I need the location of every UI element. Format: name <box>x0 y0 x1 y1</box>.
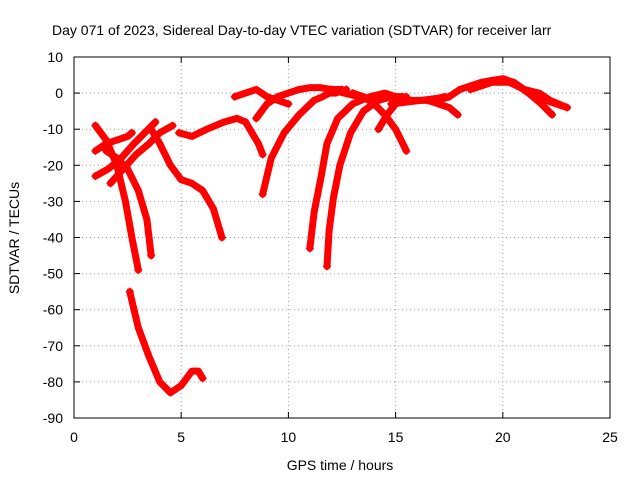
data-point <box>348 89 357 98</box>
data-point <box>563 103 572 112</box>
data-point <box>423 96 432 105</box>
series-line <box>424 96 462 119</box>
data-point <box>445 92 454 101</box>
y-tick-label: -50 <box>43 266 63 282</box>
x-tick-label: 15 <box>388 429 404 445</box>
y-tick-label: -80 <box>43 374 63 390</box>
y-tick-label: 10 <box>47 49 63 65</box>
series-line <box>349 89 410 155</box>
data-point <box>258 190 267 199</box>
series-line <box>126 288 207 397</box>
data-point <box>230 92 239 101</box>
series-arc6 <box>147 125 226 242</box>
data-point <box>258 150 267 159</box>
data-point <box>91 121 100 130</box>
x-tick-label: 5 <box>177 429 185 445</box>
data-point <box>284 99 293 108</box>
y-tick-label: -20 <box>43 157 63 173</box>
data-point <box>241 117 250 126</box>
data-series <box>91 75 572 397</box>
y-tick-label: -70 <box>43 338 63 354</box>
series-arc7 <box>175 114 250 140</box>
series-line <box>505 78 571 112</box>
series-arc2 <box>91 128 136 155</box>
data-point <box>102 146 111 155</box>
series-arc4 <box>102 146 156 260</box>
data-point <box>387 99 396 108</box>
y-axis-label: SDTVAR / TECUs <box>6 182 22 294</box>
data-point <box>147 125 156 134</box>
data-point <box>198 374 207 383</box>
data-point <box>175 128 184 137</box>
series-line <box>91 118 159 180</box>
series-arc18 <box>387 92 449 108</box>
data-point <box>91 172 100 181</box>
series-arc8 <box>125 287 207 397</box>
x-tick-label: 25 <box>602 429 618 445</box>
series-arc1 <box>91 121 143 274</box>
series-line <box>231 85 292 108</box>
plot-frame <box>73 56 611 419</box>
series-arc9 <box>230 85 293 108</box>
series-line <box>147 125 226 241</box>
series-line <box>387 93 449 108</box>
series-line <box>306 89 400 252</box>
data-point <box>168 121 177 130</box>
x-tick-label: 10 <box>281 429 297 445</box>
data-point <box>106 179 115 188</box>
y-tick-label: 0 <box>55 85 63 101</box>
series-line <box>102 147 155 260</box>
series-line <box>91 129 136 155</box>
data-point <box>127 128 136 137</box>
series-arc19 <box>423 96 462 119</box>
data-point <box>134 265 143 274</box>
data-point <box>125 287 134 296</box>
series-line <box>91 122 142 274</box>
data-point <box>217 233 226 242</box>
series-line <box>175 114 250 140</box>
series-arc21 <box>466 78 557 119</box>
data-point <box>305 244 314 253</box>
data-point <box>322 262 331 271</box>
series-arc22 <box>505 78 572 112</box>
series-arc3 <box>91 117 160 181</box>
series-arc16 <box>348 89 411 155</box>
x-tick-label: 20 <box>495 429 511 445</box>
data-point <box>548 110 557 119</box>
data-point <box>466 85 475 94</box>
data-point <box>91 146 100 155</box>
y-tick-label: -10 <box>43 121 63 137</box>
chart-title: Day 071 of 2023, Sidereal Day-to-day VTE… <box>52 22 552 38</box>
data-point <box>453 110 462 119</box>
x-axis-label: GPS time / hours <box>287 457 394 473</box>
series-arc10 <box>241 117 267 159</box>
data-point <box>505 78 514 87</box>
y-tick-label: -40 <box>43 230 63 246</box>
data-point <box>151 117 160 126</box>
data-point <box>252 114 261 123</box>
data-point <box>402 146 411 155</box>
x-tick-label: 0 <box>70 429 78 445</box>
y-tick-label: -30 <box>43 193 63 209</box>
y-tick-label: -60 <box>43 302 63 318</box>
series-arc5 <box>106 121 177 188</box>
data-point <box>147 251 156 260</box>
series-line <box>106 122 177 187</box>
y-tick-label: -90 <box>43 410 63 426</box>
data-point <box>327 85 336 94</box>
tick-labels: 0 5 10 15 20 25 10 0 -10 -20 -30 -40 -50 -60 -70 -80 -90 <box>43 49 618 445</box>
data-point <box>374 125 383 134</box>
series-line <box>242 118 267 158</box>
